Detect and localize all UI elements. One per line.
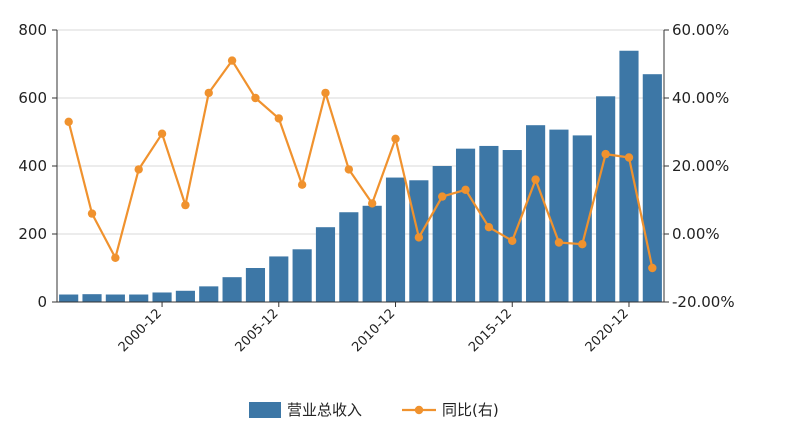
legend-revenue-label: 营业总收入 (287, 401, 362, 419)
growth-point (601, 149, 610, 159)
revenue-bar (432, 166, 452, 302)
revenue-bars (59, 50, 662, 302)
revenue-bar (82, 294, 102, 302)
right-axis-tick-label: 0.00% (672, 225, 720, 243)
revenue-bar (619, 50, 639, 302)
x-axis-tick-label: 2015-12 (466, 306, 515, 355)
revenue-bar (549, 129, 569, 302)
revenue-bar (315, 227, 336, 302)
revenue-bar (59, 294, 79, 302)
growth-point (648, 263, 657, 273)
growth-line (64, 56, 657, 273)
growth-point (554, 238, 564, 247)
growth-point (461, 185, 470, 194)
revenue-bar (175, 290, 195, 302)
growth-point (414, 233, 424, 242)
growth-point (508, 236, 517, 245)
growth-point (181, 200, 190, 210)
growth-point (227, 56, 237, 65)
axes (52, 29, 669, 307)
growth-point (344, 165, 354, 174)
revenue-bar (502, 150, 522, 302)
x-axis-tick-label: 2000-12 (116, 306, 165, 355)
revenue-bar (596, 96, 616, 302)
growth-point (251, 93, 260, 103)
revenue-bar (292, 249, 312, 302)
growth-point (367, 199, 377, 208)
revenue-bar (222, 277, 242, 302)
x-axis-tick-label: 2010-12 (349, 306, 398, 355)
legend-revenue-swatch (249, 402, 281, 418)
growth-point (321, 88, 330, 98)
growth-point (87, 209, 97, 218)
revenue-bar (455, 148, 476, 302)
growth-point (624, 153, 634, 162)
growth-point (438, 192, 447, 201)
legend-growth-marker (414, 405, 424, 415)
left-axis-tick-label: 200 (18, 225, 47, 243)
growth-point (484, 223, 494, 232)
growth-point (274, 114, 283, 123)
growth-point (531, 175, 540, 184)
right-axis-tick-label: 40.00% (672, 89, 729, 107)
revenue-bar (105, 294, 125, 302)
growth-point (157, 129, 167, 138)
left-axis-tick-label: 800 (18, 21, 47, 39)
revenue-bar (339, 212, 359, 302)
left-axis-tick-label: 400 (18, 157, 47, 175)
right-axis-tick-label: 60.00% (672, 21, 729, 39)
legend-growth-label: 同比(右) (442, 401, 499, 419)
revenue-bar (362, 205, 382, 302)
revenue-bar (199, 286, 219, 302)
left-axis-tick-label: 600 (18, 89, 47, 107)
revenue-bar (245, 268, 266, 302)
right-axis-tick-label: -20.00% (672, 293, 735, 311)
revenue-bar (526, 125, 546, 302)
x-axis-tick-label: 2020-12 (583, 306, 632, 355)
revenue-bar (152, 292, 172, 302)
revenue-bar (572, 135, 592, 302)
growth-point (204, 88, 213, 98)
growth-point (64, 117, 73, 127)
right-axis-tick-label: 20.00% (672, 157, 729, 175)
growth-point (391, 134, 400, 143)
growth-point (111, 253, 120, 262)
growth-point (578, 240, 587, 249)
revenue-bar (269, 256, 289, 302)
revenue-bar (385, 177, 406, 302)
revenue-bar (129, 294, 149, 302)
growth-line-path (67, 59, 654, 269)
legend: 营业总收入 同比(右) (249, 401, 499, 419)
left-axis-tick-label: 0 (37, 293, 47, 311)
x-axis-tick-label: 2005-12 (233, 306, 282, 355)
growth-point (134, 165, 143, 174)
growth-point (297, 180, 307, 189)
